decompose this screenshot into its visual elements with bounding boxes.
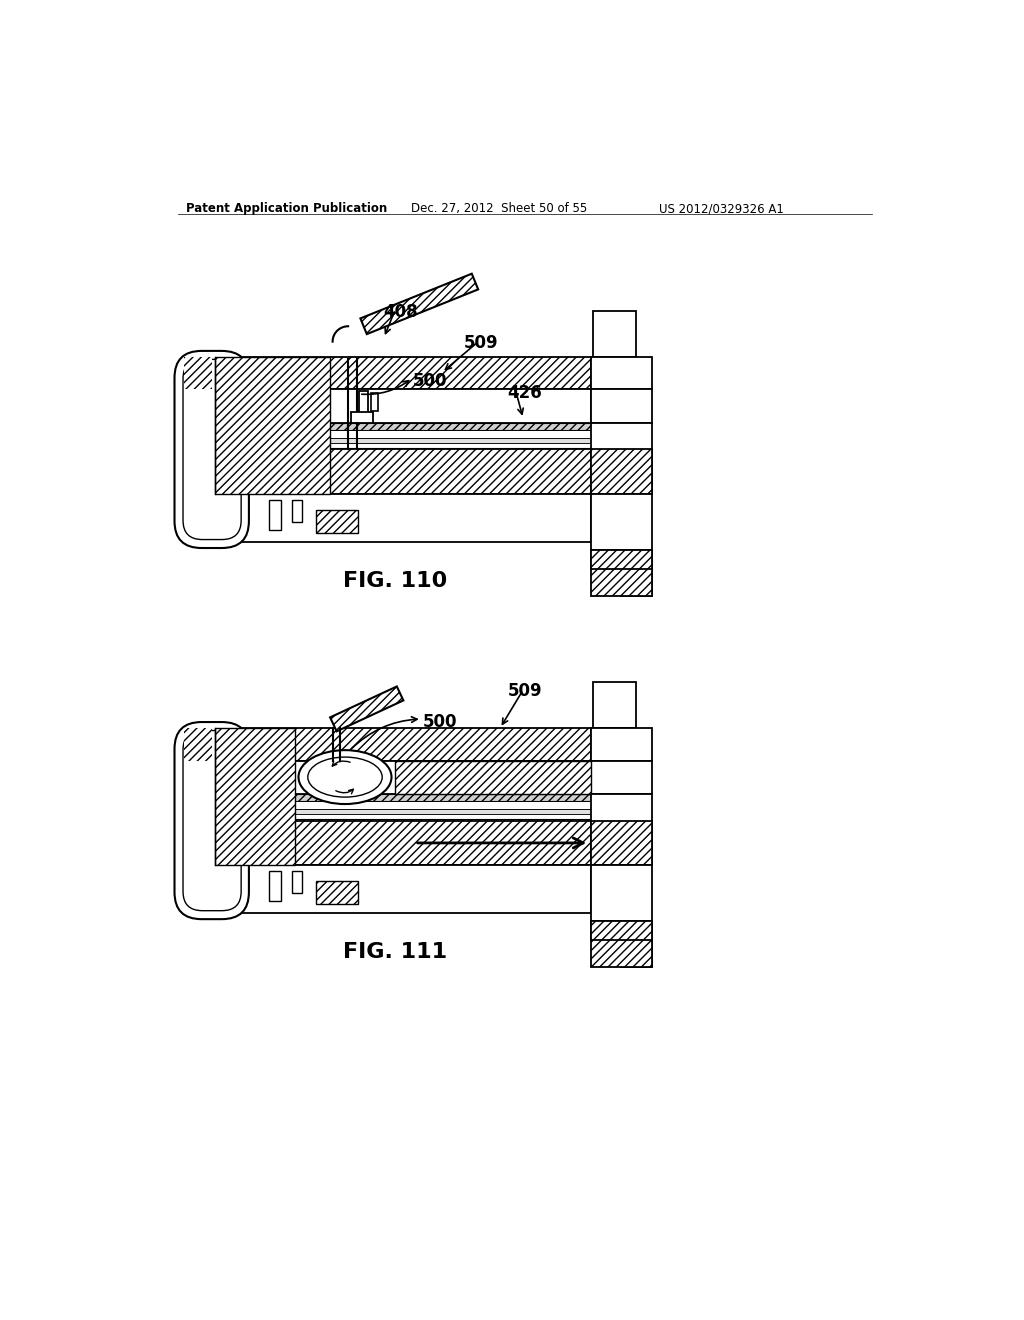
Text: 408: 408 [384,304,419,321]
Text: US 2012/0329326 A1: US 2012/0329326 A1 [658,202,783,215]
Bar [315,880,358,904]
FancyBboxPatch shape [174,722,249,919]
Bar [395,760,592,793]
Bar [592,422,652,494]
Text: Dec. 27, 2012  Sheet 50 of 55: Dec. 27, 2012 Sheet 50 of 55 [411,202,587,215]
Text: FIG. 110: FIG. 110 [343,572,447,591]
Bar [592,793,652,866]
Bar [315,510,358,533]
FancyBboxPatch shape [174,351,249,548]
Text: FIG. 111: FIG. 111 [343,942,447,962]
Bar [621,921,652,966]
Bar [621,549,652,595]
Text: 426: 426 [508,384,543,403]
Bar [183,818,592,825]
Text: 500: 500 [423,713,457,731]
Bar [183,450,592,494]
Bar [183,729,212,760]
Polygon shape [215,358,330,494]
Bar [183,866,592,913]
Bar [359,391,369,421]
Bar [592,389,652,422]
Polygon shape [215,729,295,866]
Text: 509: 509 [508,682,543,700]
Bar [183,358,592,389]
Bar [593,682,636,729]
Text: 509: 509 [464,334,499,352]
Bar [592,549,652,569]
Bar [183,422,592,430]
Bar [372,393,378,411]
Polygon shape [330,686,403,731]
Bar [592,729,652,760]
Bar [183,760,592,793]
FancyBboxPatch shape [183,359,241,540]
Bar [592,760,652,793]
Bar [592,494,652,549]
Bar [592,358,652,389]
Bar [592,549,652,595]
Text: Patent Application Publication: Patent Application Publication [186,202,387,215]
Bar [183,447,592,453]
Bar [183,814,592,818]
Bar [351,412,373,422]
Bar [592,821,652,866]
Bar [269,500,281,529]
Bar [183,729,592,760]
Bar [592,921,652,966]
Bar [592,450,652,494]
Bar [292,871,302,892]
Bar [183,821,592,866]
Bar [292,500,302,521]
Ellipse shape [308,758,382,797]
Bar [183,389,592,422]
Bar [183,793,592,801]
Bar [183,430,592,438]
Bar [183,438,592,444]
Polygon shape [360,273,478,334]
Bar [592,921,652,940]
Bar [183,809,592,814]
Bar [269,871,281,900]
FancyBboxPatch shape [183,730,241,911]
Bar [183,494,592,543]
Bar [183,801,592,809]
Text: 500: 500 [414,372,447,391]
Bar [592,866,652,921]
Bar [183,358,212,389]
Ellipse shape [299,750,391,804]
Bar [593,312,636,358]
Bar [183,444,592,447]
